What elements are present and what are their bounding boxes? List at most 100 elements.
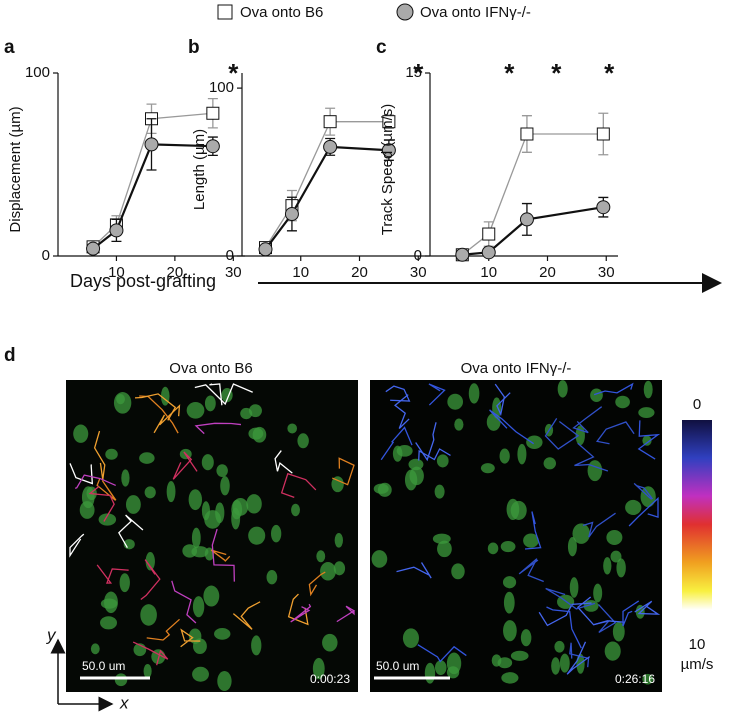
cell (432, 533, 451, 544)
cell (90, 643, 100, 655)
track (489, 409, 535, 445)
cell (320, 562, 336, 581)
series-line (462, 206, 604, 256)
track (287, 593, 309, 626)
cell (144, 486, 156, 499)
track (172, 451, 198, 480)
scale-label: 50.0 um (376, 659, 419, 673)
panel-d: d Ova onto B6 Ova onto IFNγ-/- 50.0 um 0… (4, 345, 713, 712)
series-line (461, 133, 604, 256)
cell (119, 573, 130, 593)
cell (500, 540, 516, 553)
x-tick-label: 20 (351, 264, 368, 281)
cell (220, 476, 230, 496)
cell (287, 423, 298, 434)
cell (251, 635, 262, 656)
track (332, 457, 355, 486)
track (140, 559, 161, 601)
legend-label: Ova onto IFNγ-/- (420, 4, 531, 21)
cell (201, 454, 214, 471)
track (582, 512, 616, 538)
track (634, 600, 661, 615)
cell (526, 435, 543, 449)
cell (114, 673, 128, 687)
track (633, 482, 654, 500)
cell (503, 591, 515, 614)
cell (436, 454, 449, 468)
marker (382, 115, 396, 129)
track (232, 601, 261, 630)
x-tick-label: 30 (225, 264, 242, 281)
significance-mark: * (551, 58, 562, 88)
track (385, 385, 411, 402)
x-tick-label: 20 (539, 264, 556, 281)
cell (612, 622, 625, 642)
cell (424, 662, 436, 684)
cell (503, 620, 517, 642)
cell (166, 481, 176, 503)
cell (216, 464, 228, 477)
cell (402, 628, 419, 648)
track (544, 418, 580, 450)
colorbar-label: 10 (689, 636, 706, 653)
cell (409, 466, 424, 486)
track (180, 628, 201, 648)
marker (323, 139, 338, 154)
cell (434, 660, 447, 676)
track (118, 514, 144, 549)
legend: Ova onto B6 Ova onto IFNγ-/- (217, 3, 531, 21)
track (380, 426, 413, 461)
track (69, 533, 85, 558)
cell (520, 629, 532, 647)
track (194, 383, 253, 406)
track (93, 430, 106, 480)
cell (603, 557, 612, 575)
cell (98, 513, 117, 526)
cell (121, 469, 130, 487)
track (569, 642, 590, 668)
cell (559, 653, 570, 673)
cell (590, 388, 603, 403)
cell (192, 666, 209, 682)
track (88, 485, 115, 522)
cell (408, 458, 424, 471)
marker (144, 137, 159, 152)
cell (312, 657, 325, 680)
cell (510, 650, 529, 661)
image-title: Ova onto B6 (169, 360, 252, 377)
cell (506, 498, 520, 521)
cell (551, 657, 561, 675)
track (417, 644, 467, 663)
colorbar (682, 420, 712, 610)
significance-mark: * (604, 58, 615, 88)
track (274, 450, 293, 474)
y-tick-label: 0 (414, 247, 422, 264)
series-line (92, 143, 213, 250)
marker (258, 242, 273, 257)
track (69, 463, 94, 485)
track (545, 587, 596, 610)
scale-label: 50.0 um (82, 659, 125, 673)
cell (517, 443, 527, 465)
x-tick-label: 10 (108, 264, 125, 281)
track (336, 605, 356, 623)
cell (557, 380, 568, 398)
cell (203, 585, 220, 607)
cell (371, 550, 388, 568)
cell (116, 393, 125, 405)
cell (447, 393, 464, 410)
cell (191, 546, 209, 558)
cell (480, 463, 495, 474)
panel-label: a (4, 37, 15, 58)
track (153, 404, 181, 434)
cell (497, 657, 513, 669)
colorbar-label: 0 (693, 396, 701, 413)
series-line (92, 112, 213, 248)
panel-label: d (4, 345, 16, 366)
track (494, 383, 511, 417)
track (396, 562, 432, 579)
cell (334, 532, 343, 548)
cell (643, 380, 653, 399)
track (171, 580, 197, 624)
marker (520, 127, 534, 141)
